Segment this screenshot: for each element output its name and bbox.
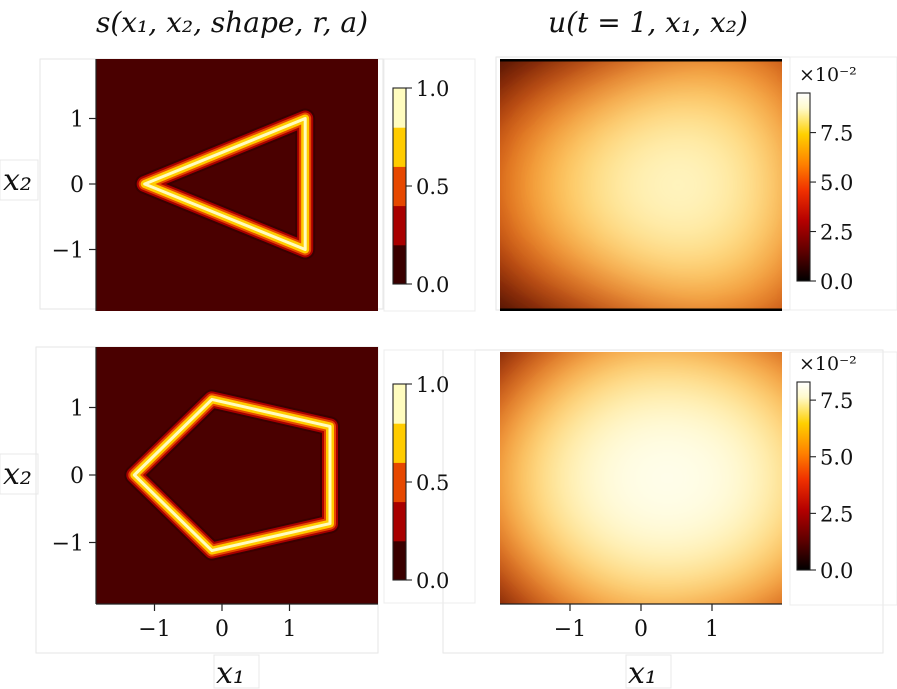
colorbar-frame bbox=[789, 56, 897, 311]
colorbar-tick-label: 2.5 bbox=[820, 221, 853, 245]
colorbar-level bbox=[393, 244, 406, 285]
left-column-title: s(x₁, x₂, shape, r, a) bbox=[96, 6, 368, 39]
colorbar-top-left: 0.0 0.5 1.0 bbox=[383, 58, 476, 312]
y-tick-label: 0 bbox=[70, 173, 84, 198]
colorbar-bottom-left: 0.0 0.5 1.0 bbox=[383, 349, 476, 604]
colorbar-tick-label: 7.5 bbox=[820, 389, 853, 413]
panel-top-left: −1 0 1 bbox=[39, 58, 384, 311]
colorbar-outline bbox=[796, 381, 811, 571]
triangle-mask bbox=[134, 108, 316, 260]
colorbar-bottom-right: 0.0 2.5 5.0 7.5 ×10⁻² bbox=[789, 351, 897, 606]
colorbar-tick-label: 1.0 bbox=[416, 77, 449, 101]
panel-bottom-right-frame bbox=[442, 349, 884, 654]
y-tick-label: 1 bbox=[70, 108, 84, 133]
colorbar-tick-label: 0.0 bbox=[416, 569, 449, 593]
x-ticks: −1 0 1 bbox=[554, 604, 719, 642]
colorbar-level bbox=[393, 384, 406, 424]
triangle-outline-band bbox=[143, 117, 307, 251]
colorbar-level bbox=[393, 462, 406, 503]
colorbar-level bbox=[393, 205, 406, 246]
pentagon-mask bbox=[124, 389, 340, 561]
x-tick-label: 0 bbox=[215, 617, 229, 642]
x-axis-label-right: x₁ bbox=[625, 654, 672, 689]
colorbar-top-right: 0.0 2.5 5.0 7.5 ×10⁻² bbox=[789, 56, 897, 311]
colorbar-tick-label: 0.0 bbox=[416, 273, 449, 297]
colorbar-frame bbox=[789, 351, 897, 606]
x-tick-label: −1 bbox=[138, 617, 170, 642]
colorbar-level bbox=[393, 88, 406, 128]
colorbar-frame bbox=[383, 58, 476, 312]
solution-field-bottom bbox=[500, 352, 782, 604]
colorbar-multiplier: ×10⁻² bbox=[799, 64, 857, 86]
colorbar-outline bbox=[796, 92, 811, 282]
colorbar-level bbox=[393, 501, 406, 542]
y-tick-label: 1 bbox=[70, 397, 84, 422]
colorbar-tick-label: 0.5 bbox=[416, 175, 449, 199]
y-ticks: −1 0 1 bbox=[52, 108, 96, 264]
y-tick-label: −1 bbox=[52, 532, 84, 557]
y-axis-label-top: x₂ bbox=[0, 159, 39, 201]
right-column-title: u(t = 1, x₁, x₂) bbox=[548, 6, 748, 39]
colorbar-gradient bbox=[797, 93, 810, 281]
x-tick-label: 1 bbox=[283, 617, 297, 642]
colorbar-tick-label: 0.0 bbox=[820, 270, 853, 294]
x-axis-label: x₁ bbox=[216, 656, 245, 689]
x-tick-label: 1 bbox=[705, 617, 719, 642]
colorbar-tick-label: 7.5 bbox=[820, 122, 853, 146]
colorbar-tick-label: 5.0 bbox=[820, 171, 853, 195]
colorbar-level bbox=[393, 166, 406, 207]
x-axis-label: x₁ bbox=[628, 656, 657, 689]
x-tick-label: −1 bbox=[554, 617, 586, 642]
colorbar-multiplier: ×10⁻² bbox=[799, 353, 857, 375]
y-tick-label: 0 bbox=[70, 464, 84, 489]
colorbar-level bbox=[393, 127, 406, 167]
colorbar-tick-label: 5.0 bbox=[820, 446, 853, 470]
colorbar-tick-label: 0.5 bbox=[416, 471, 449, 495]
y-ticks: −1 0 1 bbox=[52, 397, 96, 557]
colorbar-gradient bbox=[797, 382, 810, 570]
panel-bottom-right: −1 0 1 bbox=[442, 349, 884, 654]
y-axis-label: x₂ bbox=[3, 163, 32, 198]
x-tick-label: 0 bbox=[634, 617, 648, 642]
y-tick-label: −1 bbox=[52, 239, 84, 264]
colorbar-tick-label: 1.0 bbox=[416, 373, 449, 397]
pentagon-outline-band bbox=[132, 397, 332, 553]
y-axis-label: x₂ bbox=[3, 457, 32, 492]
y-axis-label-bottom: x₂ bbox=[0, 453, 39, 495]
panel-bottom-left: −1 0 1 −1 0 1 bbox=[35, 346, 379, 654]
colorbar-frame bbox=[383, 349, 476, 604]
colorbar-tick-label: 2.5 bbox=[820, 502, 853, 526]
x-ticks: −1 0 1 bbox=[138, 604, 297, 642]
solution-field-top bbox=[500, 59, 782, 311]
x-axis-label-left: x₁ bbox=[213, 654, 260, 689]
colorbar-level bbox=[393, 423, 406, 463]
colorbar-tick-label: 0.0 bbox=[820, 559, 853, 583]
colorbar-level bbox=[393, 540, 406, 581]
panel-top-right bbox=[495, 56, 897, 311]
